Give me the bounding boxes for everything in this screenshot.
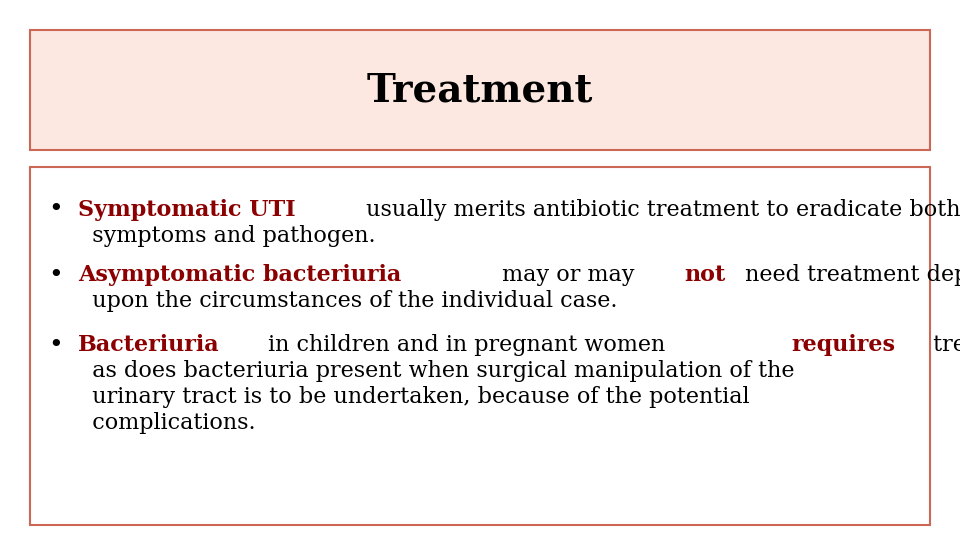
- Text: •: •: [48, 334, 62, 356]
- Text: treatment,: treatment,: [925, 334, 960, 356]
- Text: upon the circumstances of the individual case.: upon the circumstances of the individual…: [78, 290, 617, 312]
- Text: symptoms and pathogen.: symptoms and pathogen.: [78, 225, 375, 247]
- Text: •: •: [48, 264, 62, 287]
- Text: not: not: [684, 264, 726, 286]
- Text: Bacteriuria: Bacteriuria: [78, 334, 220, 356]
- Text: Asymptomatic bacteriuria: Asymptomatic bacteriuria: [78, 264, 401, 286]
- Text: usually merits antibiotic treatment to eradicate both: usually merits antibiotic treatment to e…: [359, 199, 960, 221]
- FancyBboxPatch shape: [30, 167, 930, 525]
- FancyBboxPatch shape: [30, 30, 930, 150]
- Text: Treatment: Treatment: [367, 71, 593, 109]
- Text: in children and in pregnant women: in children and in pregnant women: [261, 334, 672, 356]
- Text: complications.: complications.: [78, 412, 255, 434]
- Text: Symptomatic UTI: Symptomatic UTI: [78, 199, 296, 221]
- Text: as does bacteriuria present when surgical manipulation of the: as does bacteriuria present when surgica…: [78, 360, 795, 382]
- Text: need treatment depending: need treatment depending: [737, 264, 960, 286]
- Text: requires: requires: [792, 334, 896, 356]
- Text: urinary tract is to be undertaken, because of the potential: urinary tract is to be undertaken, becau…: [78, 386, 750, 408]
- Text: •: •: [48, 199, 62, 221]
- Text: may or may: may or may: [495, 264, 641, 286]
